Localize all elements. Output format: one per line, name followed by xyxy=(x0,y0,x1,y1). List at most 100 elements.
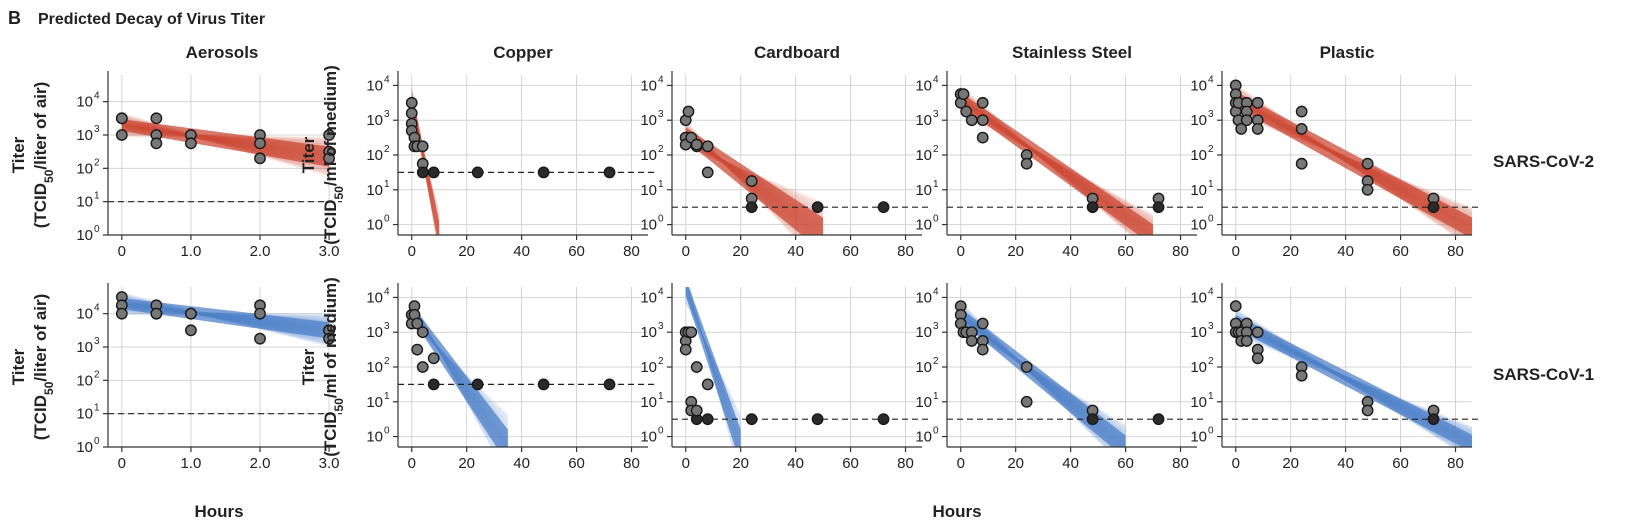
y-tick-exponent: 0 xyxy=(1208,426,1214,437)
panel-title: Stainless Steel xyxy=(1012,43,1132,62)
x-tick-label: 0 xyxy=(118,243,126,260)
data-point xyxy=(965,335,978,347)
data-point xyxy=(1361,157,1374,170)
data-point xyxy=(115,129,128,141)
y-tick-label: 10 xyxy=(76,227,93,244)
data-points xyxy=(679,326,890,426)
y-tick-exponent: 4 xyxy=(658,286,664,297)
data-point xyxy=(811,201,824,214)
data-point xyxy=(690,138,703,151)
x-tick-label: 60 xyxy=(842,455,859,472)
y-tick-label: 10 xyxy=(915,324,932,341)
fit-line xyxy=(960,303,1110,447)
x-tick-label: 20 xyxy=(732,455,749,472)
data-point xyxy=(411,343,424,356)
data-point xyxy=(1251,123,1264,135)
grid xyxy=(398,287,648,447)
x-tick-label: 60 xyxy=(1117,243,1134,260)
data-point xyxy=(1152,201,1165,214)
grid xyxy=(1222,287,1472,447)
data-point xyxy=(537,378,550,391)
y-tick-label: 10 xyxy=(1190,147,1207,164)
y-tick-label: 10 xyxy=(76,94,93,111)
x-tick-label: 40 xyxy=(513,243,530,260)
y-tick-label: 10 xyxy=(1190,394,1207,411)
data-point xyxy=(957,88,970,101)
y-tick-exponent: 1 xyxy=(1208,179,1214,190)
y-tick-exponent: 0 xyxy=(384,426,390,437)
figure-title: Predicted Decay of Virus Titer xyxy=(38,11,265,28)
y-tick-label: 10 xyxy=(366,112,383,129)
x-tick-label: 20 xyxy=(732,243,749,260)
data-point xyxy=(1251,96,1264,109)
y-tick-label: 10 xyxy=(76,372,93,389)
x-tick-label: 80 xyxy=(1172,455,1189,472)
data-point xyxy=(323,332,335,345)
x-tick-label: 1.0 xyxy=(180,243,201,260)
data-point xyxy=(1361,404,1374,417)
data-point xyxy=(679,343,692,356)
data-point xyxy=(537,166,550,179)
data-point xyxy=(1235,123,1248,135)
fit-core xyxy=(121,298,330,339)
data-point xyxy=(701,166,714,179)
y-tick-exponent: 4 xyxy=(1208,286,1214,297)
data-point xyxy=(690,404,703,417)
data-point xyxy=(1020,157,1033,170)
data-points xyxy=(679,105,890,214)
data-point xyxy=(471,378,484,391)
y-tick-label: 10 xyxy=(915,217,932,234)
y-tick-label: 10 xyxy=(366,289,383,306)
grid xyxy=(947,75,1197,235)
data-point xyxy=(150,137,163,150)
y-axis-label: Titer(TCID50/ml of medium) xyxy=(299,65,346,245)
x-tick-label: 3.0 xyxy=(319,243,340,260)
x-tick-label: 40 xyxy=(1062,455,1079,472)
y-tick-exponent: 0 xyxy=(1208,214,1214,225)
data-point xyxy=(701,378,714,391)
x-tick-label: 40 xyxy=(1337,455,1354,472)
data-points xyxy=(115,291,335,345)
data-point xyxy=(115,307,128,320)
x-tick-label: 60 xyxy=(568,243,585,260)
y-tick-label: 10 xyxy=(640,289,657,306)
data-point xyxy=(976,114,989,127)
y-tick-exponent: 1 xyxy=(94,403,100,414)
y-tick-label: 10 xyxy=(76,306,93,323)
y-tick-exponent: 3 xyxy=(933,321,939,332)
x-axis-label-aerosols: Hours xyxy=(194,502,243,521)
y-tick-exponent: 2 xyxy=(1208,144,1214,155)
data-point xyxy=(960,105,973,118)
y-tick-exponent: 1 xyxy=(1208,391,1214,402)
y-axis-label: Titer(TCID50/liter of air) xyxy=(9,82,56,229)
data-point xyxy=(1229,300,1242,313)
fit-band xyxy=(1235,83,1472,235)
y-tick-exponent: 3 xyxy=(1208,109,1214,120)
y-tick-label: 10 xyxy=(915,429,932,446)
panel-title: Plastic xyxy=(1320,43,1375,62)
fit-band xyxy=(1235,307,1472,447)
data-point xyxy=(1251,352,1264,365)
y-tick-label: 10 xyxy=(1190,324,1207,341)
y-tick-label: 10 xyxy=(915,359,932,376)
y-tick-exponent: 0 xyxy=(94,436,100,447)
data-point xyxy=(685,326,698,339)
fit-core xyxy=(960,308,1126,447)
data-point xyxy=(976,131,989,144)
y-axis-label-line1: Titer xyxy=(299,136,318,173)
y-tick-exponent: 3 xyxy=(1208,321,1214,332)
y-axis-label-line2: (TCID50/liter of air) xyxy=(31,294,56,441)
y-tick-exponent: 3 xyxy=(384,321,390,332)
data-point xyxy=(254,137,266,150)
y-tick-label: 10 xyxy=(76,439,93,456)
y-tick-label: 10 xyxy=(76,160,93,177)
y-axis-label-line2: (TCID50/ml of medium) xyxy=(321,65,346,245)
y-tick-label: 10 xyxy=(640,217,657,234)
x-tick-label: 80 xyxy=(1447,243,1464,260)
y-tick-label: 10 xyxy=(640,359,657,376)
